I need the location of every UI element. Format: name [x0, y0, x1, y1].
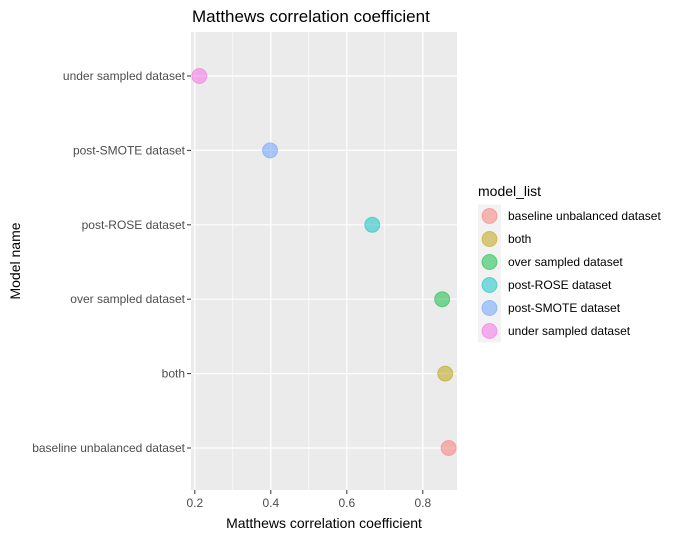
x-tick-label: 0.8: [414, 496, 431, 510]
data-point: [364, 216, 381, 233]
legend: model_list baseline unbalanced dataset bo…: [478, 183, 661, 343]
legend-items: baseline unbalanced dataset both over samp…: [478, 204, 661, 343]
y-axis-title: Model name: [7, 222, 23, 299]
data-point: [434, 291, 451, 308]
legend-label: post-ROSE dataset: [508, 278, 612, 292]
y-tick-label: post-ROSE dataset: [82, 218, 186, 232]
legend-key-marker: [481, 208, 498, 224]
legend-key-marker: [481, 231, 498, 247]
legend-label: baseline unbalanced dataset: [508, 209, 661, 223]
y-tick-label: both: [162, 367, 185, 381]
chart-title: Matthews correlation coefficient: [192, 7, 430, 26]
legend-label: under sampled dataset: [508, 324, 631, 338]
legend-key-marker: [481, 300, 498, 316]
y-tick-label: under sampled dataset: [63, 69, 186, 83]
data-point: [191, 68, 208, 84]
data-points: [191, 68, 457, 456]
legend-label: post-SMOTE dataset: [508, 301, 621, 315]
plot-panel: [191, 32, 457, 490]
axes: 0.2 0.4 0.6 0.8 baseline unbalanced dataset b…: [32, 69, 431, 510]
legend-key-marker: [481, 323, 498, 339]
y-tick-label: post-SMOTE dataset: [73, 143, 186, 157]
legend-label: both: [508, 232, 531, 246]
x-tick-label: 0.4: [262, 496, 279, 510]
x-axis-title: Matthews correlation coefficient: [226, 515, 422, 531]
data-point: [262, 142, 279, 159]
legend-title: model_list: [478, 183, 541, 199]
legend-key-marker: [481, 254, 498, 270]
data-point: [437, 365, 454, 382]
legend-label: over sampled dataset: [508, 255, 623, 269]
legend-key-marker: [481, 277, 498, 293]
gridlines: [191, 32, 457, 490]
y-tick-label: baseline unbalanced dataset: [32, 441, 185, 455]
x-tick-label: 0.6: [338, 496, 355, 510]
x-tick-label: 0.2: [186, 496, 203, 510]
data-point: [440, 440, 457, 456]
y-tick-label: over sampled dataset: [70, 292, 185, 306]
